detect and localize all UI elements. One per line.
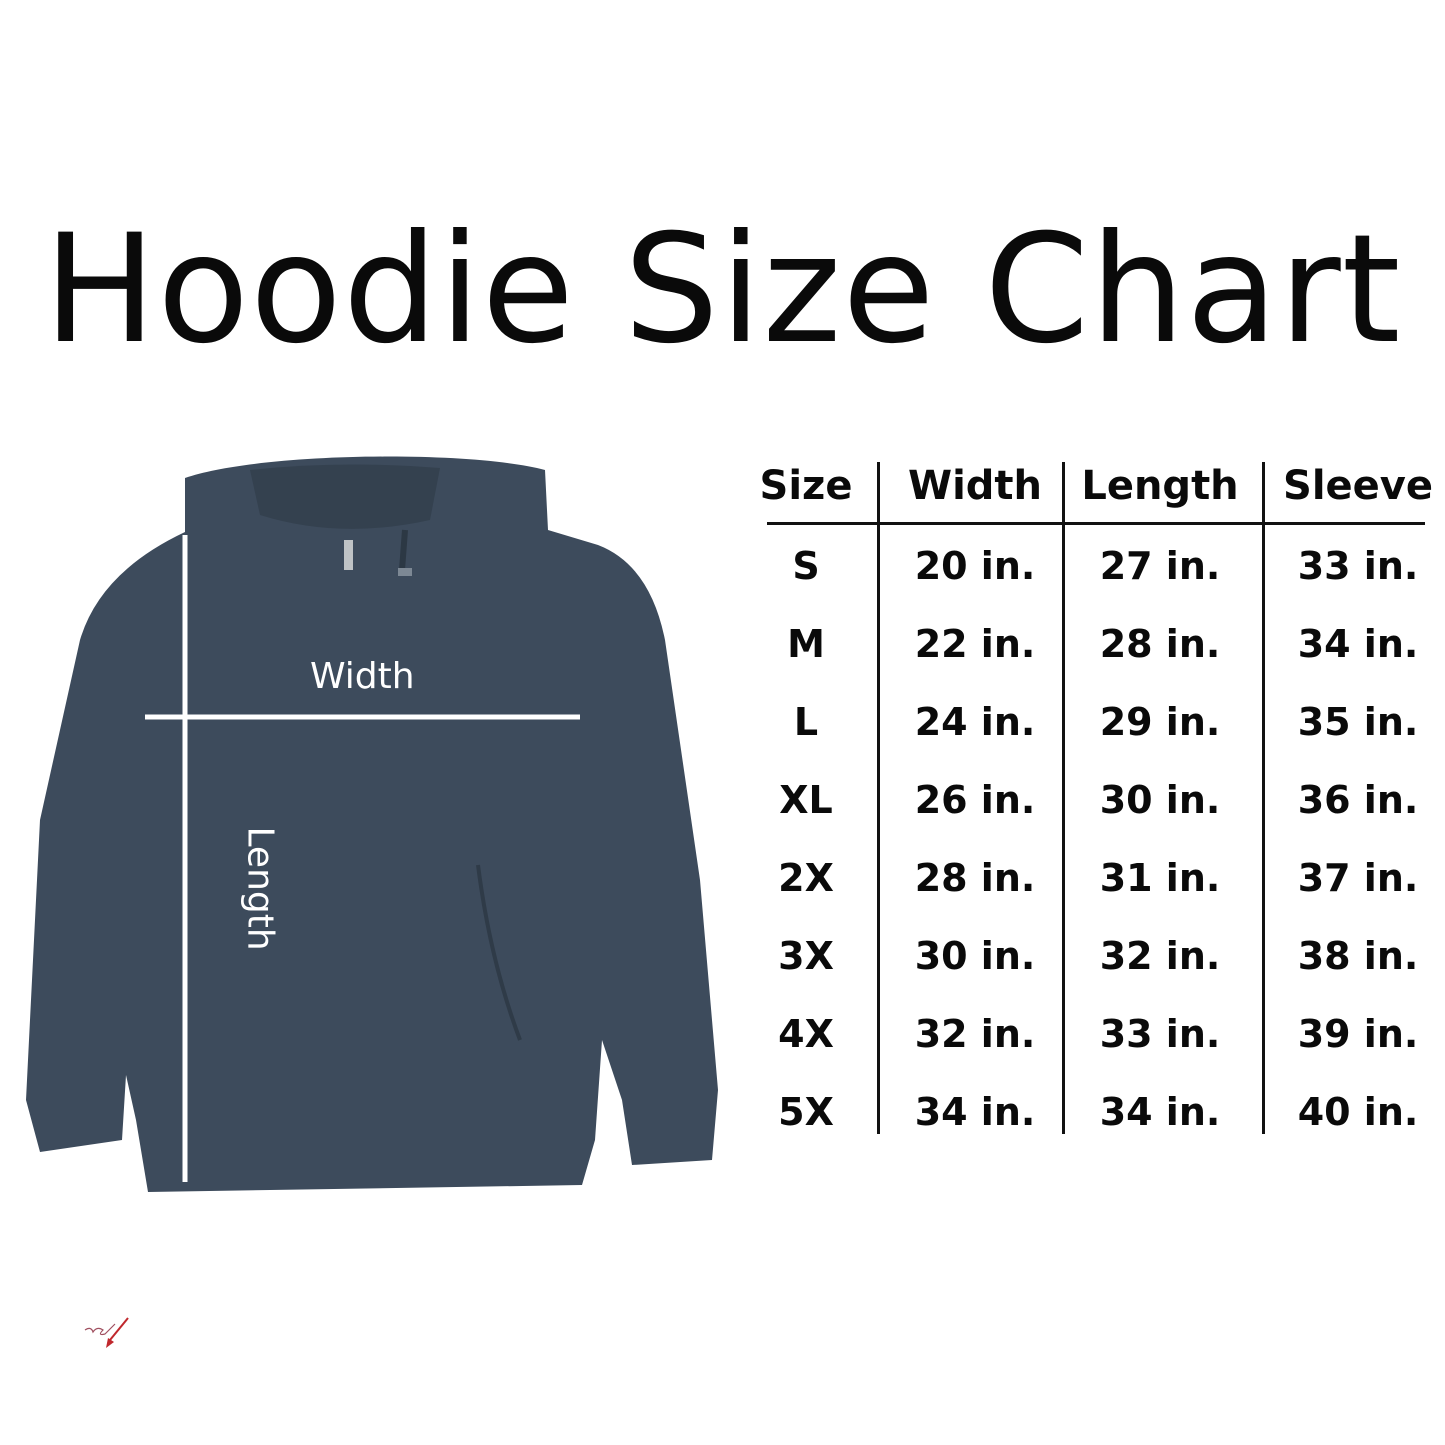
cell-sleeve: 36 in. bbox=[1297, 778, 1419, 822]
cell-size: 5X bbox=[778, 1090, 834, 1134]
header-sleeve: Sleeve bbox=[1283, 463, 1433, 509]
cell-sleeve: 33 in. bbox=[1297, 544, 1419, 588]
cell-length: 34 in. bbox=[1099, 1090, 1221, 1134]
column-divider bbox=[1262, 462, 1265, 1134]
drawstring-right bbox=[399, 529, 408, 571]
cell-sleeve: 38 in. bbox=[1297, 934, 1419, 978]
cell-width: 34 in. bbox=[914, 1090, 1036, 1134]
cell-size: 3X bbox=[778, 934, 834, 978]
hoodie-body bbox=[26, 456, 718, 1192]
cell-length: 32 in. bbox=[1099, 934, 1221, 978]
cell-width: 26 in. bbox=[914, 778, 1036, 822]
cell-length: 31 in. bbox=[1099, 856, 1221, 900]
header-size: Size bbox=[759, 463, 853, 509]
cell-length: 28 in. bbox=[1099, 622, 1221, 666]
column-divider bbox=[1062, 462, 1065, 1134]
cell-width: 20 in. bbox=[914, 544, 1036, 588]
cell-sleeve: 39 in. bbox=[1297, 1012, 1419, 1056]
width-label: Width bbox=[310, 656, 415, 697]
header-divider bbox=[767, 522, 1425, 525]
hood-shadow bbox=[250, 464, 440, 529]
cell-size: S bbox=[792, 544, 820, 588]
cell-length: 33 in. bbox=[1099, 1012, 1221, 1056]
header-length: Length bbox=[1081, 463, 1239, 509]
cell-size: 4X bbox=[778, 1012, 834, 1056]
cell-length: 29 in. bbox=[1099, 700, 1221, 744]
cell-size: M bbox=[787, 622, 825, 666]
cell-size: XL bbox=[779, 778, 833, 822]
drawstring-tip bbox=[398, 568, 412, 576]
drawstring-left bbox=[344, 540, 353, 570]
cell-width: 28 in. bbox=[914, 856, 1036, 900]
cell-length: 30 in. bbox=[1099, 778, 1221, 822]
cell-sleeve: 40 in. bbox=[1297, 1090, 1419, 1134]
page-title: Hoodie Size Chart bbox=[43, 203, 1402, 377]
cell-sleeve: 34 in. bbox=[1297, 622, 1419, 666]
cell-size: L bbox=[793, 700, 819, 744]
cell-width: 24 in. bbox=[914, 700, 1036, 744]
pocket-line bbox=[476, 864, 522, 1041]
cell-sleeve: 37 in. bbox=[1297, 856, 1419, 900]
cell-size: 2X bbox=[778, 856, 834, 900]
header-width: Width bbox=[907, 463, 1043, 509]
logo bbox=[84, 1317, 129, 1348]
cell-width: 22 in. bbox=[914, 622, 1036, 666]
cell-width: 30 in. bbox=[914, 934, 1036, 978]
cell-width: 32 in. bbox=[914, 1012, 1036, 1056]
column-divider bbox=[877, 462, 880, 1134]
cell-length: 27 in. bbox=[1099, 544, 1221, 588]
cell-sleeve: 35 in. bbox=[1297, 700, 1419, 744]
